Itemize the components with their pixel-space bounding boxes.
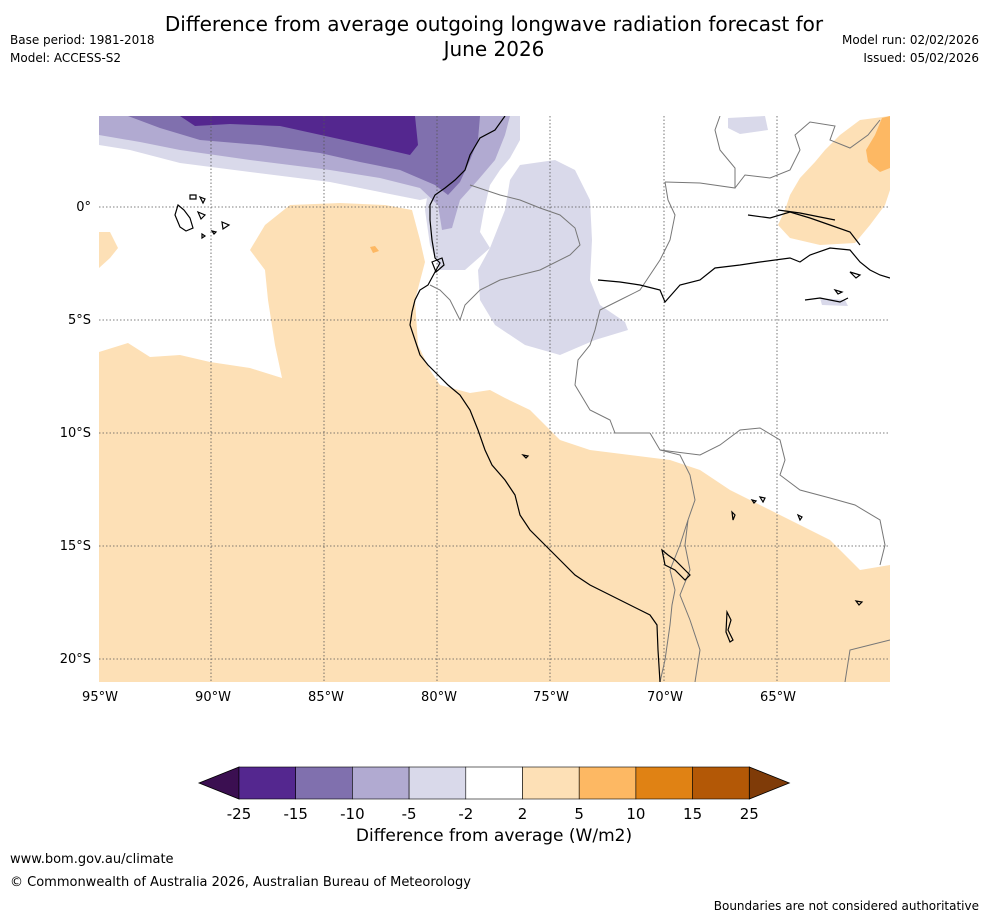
anomaly-5-10-spot [370, 246, 379, 253]
colorbar-title: Difference from average (W/m2) [355, 826, 633, 846]
x-tick: 70°W [647, 690, 683, 705]
anomaly-minus2-minus5-amazon [478, 160, 628, 355]
issued-date: Issued: 05/02/2026 [863, 51, 979, 65]
colorbar-swatch [295, 766, 353, 800]
y-tick: 5°S [68, 313, 91, 328]
base-period: Base period: 1981-2018 [10, 33, 155, 47]
colorbar-tick-label: 5 [574, 805, 584, 823]
colorbar-swatch [238, 766, 297, 800]
colorbar-tick-label: -10 [340, 805, 365, 823]
meta-left: Base period: 1981-2018 Model: ACCESS-S2 [10, 31, 155, 67]
anomaly-2-5-south [99, 203, 890, 682]
y-tick: 10°S [60, 426, 91, 441]
model-run: Model run: 02/02/2026 [841, 33, 979, 47]
x-tick: 80°W [421, 690, 457, 705]
graticule [99, 116, 890, 682]
colorbar-swatch [635, 766, 693, 800]
colorbar-tick-label: 2 [518, 805, 528, 823]
y-axis-ticks: 0° 5°S 10°S 15°S 20°S [60, 200, 91, 667]
x-tick: 65°W [760, 690, 796, 705]
x-tick: 85°W [308, 690, 344, 705]
title-line-1: Difference from average outgoing longwav… [164, 12, 824, 36]
colorbar-tick-label: -25 [227, 805, 252, 823]
colorbar-swatch [692, 766, 750, 800]
anomaly-minus2-minus5-far-north [728, 116, 768, 134]
x-tick: 90°W [195, 690, 231, 705]
colorbar-tick-label: -5 [402, 805, 417, 823]
meta-right: Model run: 02/02/2026 Issued: 05/02/2026 [842, 31, 979, 67]
colorbar-swatch [352, 766, 410, 800]
colorbar-swatch [578, 766, 637, 800]
colorbar-tick-label: 25 [740, 805, 759, 823]
footer-copyright: © Commonwealth of Australia 2026, Austra… [10, 875, 471, 890]
x-tick: 75°W [533, 690, 569, 705]
country-boundaries [429, 116, 890, 682]
anomaly-2-5-northeast [778, 116, 890, 245]
model-name: Model: ACCESS-S2 [10, 51, 122, 65]
colorbar-tick-label: -15 [283, 805, 308, 823]
colorbar: -25 -15 -10 -5 -2 2 5 10 15 25 [197, 766, 791, 823]
x-axis-ticks: 95°W 90°W 85°W 80°W 75°W 70°W 65°W [82, 690, 796, 705]
colorbar-extend-low [197, 766, 240, 800]
colorbar-tick-label: -2 [458, 805, 473, 823]
colorbar-extend-high [748, 766, 791, 800]
coastlines [174, 116, 890, 682]
y-tick: 20°S [60, 652, 91, 667]
x-tick: 95°W [82, 690, 118, 705]
footer-note: Boundaries are not considered authoritat… [713, 899, 979, 913]
anomaly-5-10-northeast [866, 116, 890, 172]
title-line-2: June 2026 [443, 37, 545, 61]
footer-url: www.bom.gov.au/climate [10, 852, 174, 867]
colorbar-tick-label: 15 [683, 805, 702, 823]
map-panel [99, 116, 890, 682]
anomaly-2-5-west [99, 232, 118, 268]
y-tick: 15°S [60, 539, 91, 554]
anomaly-minus15-minus25 [180, 116, 418, 155]
map-title: Difference from average outgoing longwav… [0, 12, 988, 62]
colorbar-swatch [408, 766, 467, 800]
y-tick: 0° [76, 200, 91, 215]
colorbar-tick-label: 10 [626, 805, 645, 823]
colorbar-swatch [522, 766, 580, 800]
colorbar-swatch [465, 766, 523, 800]
